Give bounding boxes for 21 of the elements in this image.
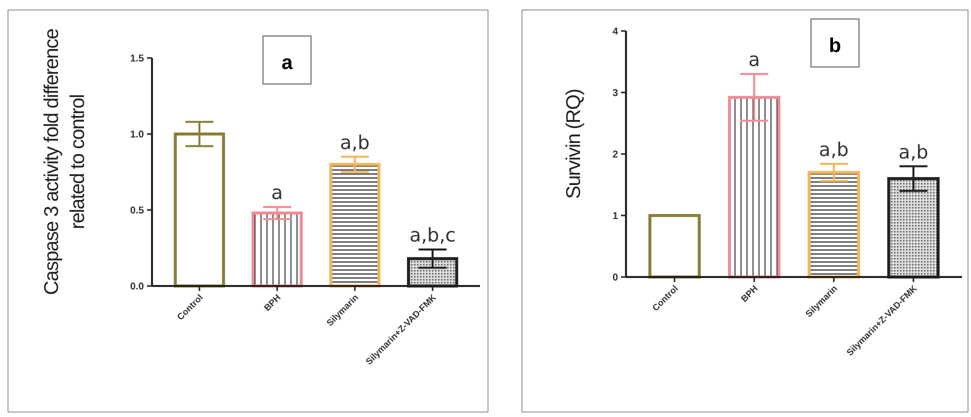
y-tick-label: 1 [612,211,618,222]
y-tick-label: 0.5 [130,206,144,216]
y-axis-title: Caspase 3 activity fold difference related to control [41,28,89,295]
annotation: a,b [340,132,370,154]
y-axis-title: Survivin (RQ) [563,89,585,199]
chart-title: a [281,52,294,74]
annotation: a [271,182,283,204]
bar [252,212,303,288]
y-tick-label: 0.0 [130,282,144,292]
y-tick-label: 1.0 [130,130,144,140]
y-tick-label: 2 [612,150,618,160]
annotation: a,b [818,138,849,161]
chart-title: b [828,35,842,57]
y-tick-label: 1.5 [130,54,144,64]
annotation: a,b [898,141,928,164]
y-tick-label: 0 [612,272,618,284]
y-tick-label: 4 [612,26,618,38]
annotation: a,b,c [409,224,456,247]
annotation: a [748,49,760,72]
y-tick-label: 3 [612,88,618,99]
bar [648,214,701,278]
